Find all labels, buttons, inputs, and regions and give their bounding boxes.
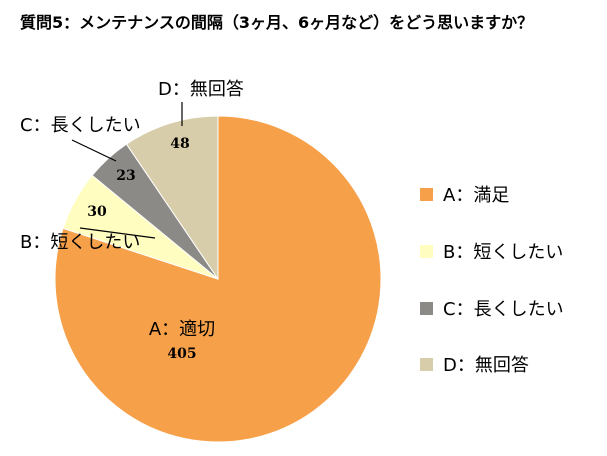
- slice-c-label: C：長くしたい: [20, 115, 141, 136]
- chart-title: 質問5：メンテナンスの間隔（3ヶ月、6ヶ月など）をどう思いますか？: [20, 13, 533, 32]
- legend-swatch-c: [420, 302, 433, 315]
- slice-d-label: D：無回答: [158, 79, 244, 100]
- leader-line-c: [71, 139, 117, 162]
- legend-swatch-d: [420, 358, 433, 371]
- slice-a-label: A：適切: [149, 319, 215, 340]
- slice-b-label: B：短くしたい: [20, 232, 140, 253]
- pie-slice-a: [54, 115, 382, 443]
- slice-c-value: 23: [116, 168, 135, 184]
- legend-swatch-b: [420, 245, 433, 258]
- slice-b-value: 30: [87, 204, 107, 220]
- legend-item-a: A：満足: [443, 185, 509, 206]
- legend: A：満足 B：短くしたい C：長くしたい D：無回答: [420, 185, 564, 376]
- slice-d-value: 48: [170, 136, 189, 152]
- legend-item-b: B：短くしたい: [443, 242, 563, 263]
- slice-a-value: 405: [167, 346, 196, 362]
- leader-line-b: [79, 227, 156, 239]
- legend-swatch-a: [420, 188, 433, 201]
- legend-item-c: C：長くしたい: [443, 299, 564, 320]
- pie-slice-d: [125, 115, 219, 281]
- legend-item-d: D：無回答: [443, 355, 529, 376]
- pie-slices: [54, 115, 382, 443]
